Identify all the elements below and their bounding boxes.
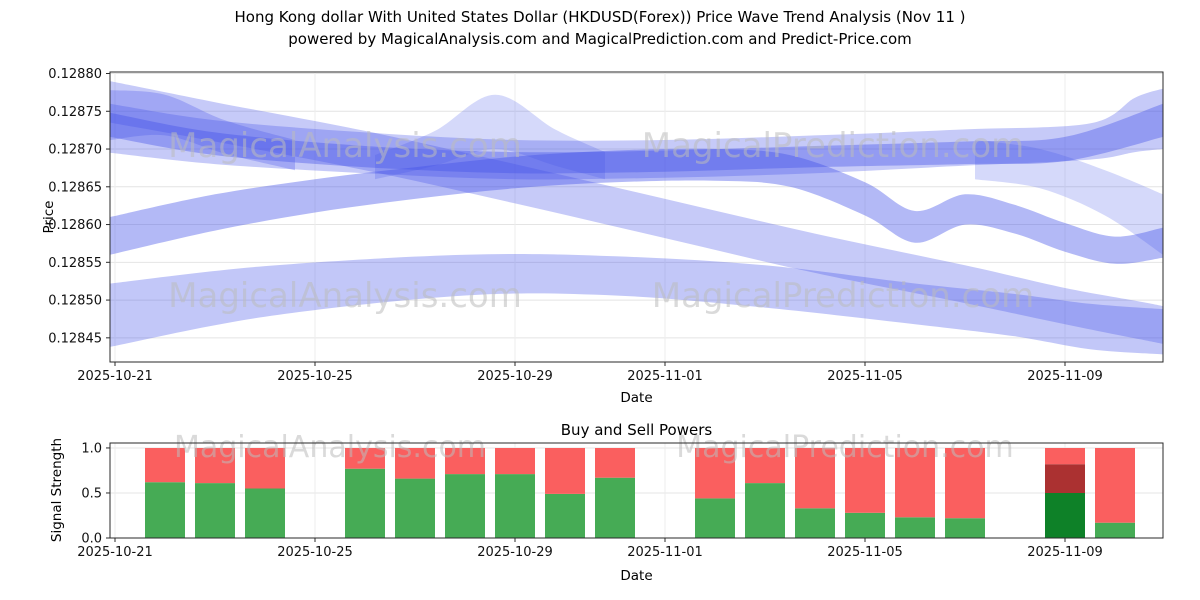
trend-band-mid-peak	[375, 94, 605, 180]
watermark: MagicalAnalysis.com	[168, 126, 522, 166]
power-bar-sell	[395, 448, 435, 479]
power-bar-buy	[595, 477, 635, 538]
power-bar-sell	[895, 448, 935, 518]
x-tick-label: 2025-11-01	[627, 369, 703, 384]
x-tick-label: 2025-10-29	[477, 369, 553, 384]
power-bar-sell	[545, 448, 585, 494]
power-bar-buy	[345, 468, 385, 538]
power-bar-sell	[745, 448, 785, 484]
y-tick-label: 0.12865	[48, 180, 102, 195]
y-tick-label: 0.12880	[48, 67, 102, 82]
power-bar-buy	[395, 478, 435, 538]
trend-band-upper-core	[110, 103, 1163, 174]
power-bar-buy_dark	[1045, 493, 1085, 538]
price-trend-chart: MagicalAnalysis.com MagicalPrediction.com…	[48, 67, 1164, 384]
power-bar-sell	[1045, 448, 1085, 465]
y-tick-label: 0.12855	[48, 256, 102, 271]
power-bar-buy	[445, 474, 485, 538]
x-tick-label: 2025-10-25	[277, 545, 353, 560]
power-bar-sell	[595, 448, 635, 478]
power-bar-buy	[695, 498, 735, 538]
axes-spine	[109, 71, 1164, 363]
power-bar-sell_dark	[1045, 464, 1085, 493]
trend-band-descending-diagonal	[110, 81, 1163, 344]
watermark: MagicalAnalysis.com	[168, 276, 522, 316]
power-bar-sell	[795, 448, 835, 509]
axes-spine	[109, 442, 1164, 539]
figure-subtitle: powered by MagicalAnalysis.com and Magic…	[288, 30, 912, 48]
power-chart-title: Buy and Sell Powers	[560, 421, 713, 439]
x-tick-label: 2025-10-21	[77, 369, 153, 384]
power-bar-buy	[1095, 522, 1135, 538]
x-tick-label: 2025-11-05	[827, 369, 903, 384]
power-bar-sell	[145, 448, 185, 483]
power-bar-sell	[945, 448, 985, 519]
power-bar-buy	[945, 518, 985, 538]
y-tick-label: 0.12875	[48, 105, 102, 120]
power-bar-buy	[145, 482, 185, 538]
trend-band-left-top-blob	[110, 90, 295, 171]
power-bar-sell	[445, 448, 485, 475]
watermark: MagicalPrediction.com	[642, 126, 1025, 166]
power-bar-sell	[845, 448, 885, 513]
trend-band-bottom-wide	[110, 254, 1163, 355]
power-bar-buy	[195, 483, 235, 538]
power-bar-sell	[695, 448, 735, 499]
signal-strength-axis-label: Signal Strength	[49, 437, 65, 543]
watermark: MagicalPrediction.com	[676, 430, 1014, 465]
y-tick-label: 0.5	[81, 486, 102, 501]
power-bar-buy	[245, 488, 285, 538]
power-bar-sell	[245, 448, 285, 489]
x-tick-label: 2025-11-09	[1027, 369, 1103, 384]
x-tick-label: 2025-10-21	[77, 545, 153, 560]
figure-title: Hong Kong dollar With United States Doll…	[234, 8, 966, 26]
x-tick-label: 2025-11-01	[627, 545, 703, 560]
watermark: MagicalAnalysis.com	[174, 430, 486, 465]
date-axis-label-bottom: Date	[620, 568, 653, 584]
y-tick-label: 1.0	[81, 441, 102, 456]
power-bar-buy	[495, 474, 535, 538]
power-bar-buy	[895, 517, 935, 538]
watermark: MagicalPrediction.com	[652, 276, 1035, 316]
power-bar-sell	[345, 448, 385, 469]
y-tick-label: 0.12845	[48, 331, 102, 346]
date-axis-label-top: Date	[620, 390, 653, 406]
y-tick-label: 0.12860	[48, 218, 102, 233]
power-bar-sell	[495, 448, 535, 475]
y-tick-label: 0.0	[81, 532, 102, 547]
price-axis-label: Price	[41, 200, 57, 234]
buy-sell-power-chart: MagicalAnalysis.com MagicalPrediction.com…	[77, 430, 1164, 560]
power-bar-sell	[195, 448, 235, 484]
power-bar-buy	[845, 512, 885, 538]
trend-bands	[110, 81, 1163, 355]
power-bar-sell	[1095, 448, 1135, 523]
x-tick-label: 2025-10-29	[477, 545, 553, 560]
y-tick-label: 0.12870	[48, 143, 102, 158]
trend-band-upper-wide	[110, 88, 1163, 180]
trend-band-right-light-descending	[975, 140, 1163, 255]
power-bar-buy	[795, 508, 835, 538]
trend-band-ascending-zigzag	[110, 148, 1163, 264]
power-bar-buy	[545, 493, 585, 538]
power-bar-buy	[745, 483, 785, 538]
y-tick-label: 0.12850	[48, 294, 102, 309]
x-tick-label: 2025-11-05	[827, 545, 903, 560]
x-tick-label: 2025-11-09	[1027, 545, 1103, 560]
x-tick-label: 2025-10-25	[277, 369, 353, 384]
